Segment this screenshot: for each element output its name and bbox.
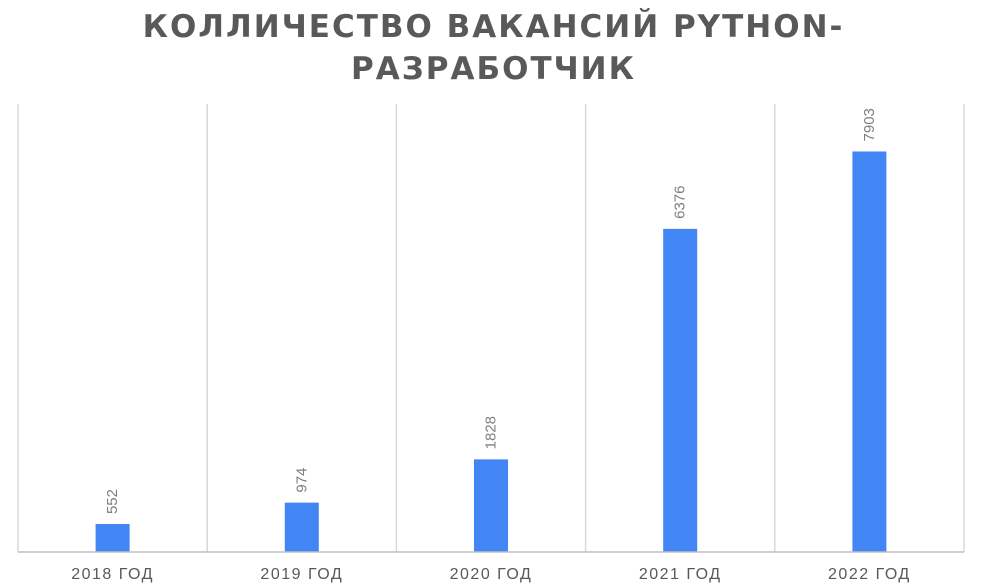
x-tick-label-1: 2019 ГОД (260, 566, 343, 583)
bar-2 (474, 459, 508, 552)
chart-title: КОЛЛИЧЕСТВО ВАКАНСИЙ PYTHON- РАЗРАБОТЧИК (0, 6, 987, 90)
x-tick-labels: 2018 ГОД 2019 ГОД 2020 ГОД 2021 ГОД 2022 ГОД (71, 566, 911, 583)
bars (95, 151, 887, 553)
data-label-1: 974 (293, 468, 310, 493)
data-label-4: 7903 (861, 108, 878, 141)
bar-0 (95, 524, 130, 552)
data-label-3: 6376 (672, 185, 689, 218)
data-labels: 552 974 1828 6376 7903 (104, 108, 878, 514)
gridlines (17, 104, 965, 552)
x-tick-label-3: 2021 ГОД (639, 566, 722, 583)
bar-3 (663, 228, 698, 553)
x-tick-label-4: 2022 ГОД (828, 566, 911, 583)
data-label-2: 1828 (483, 416, 500, 449)
x-tick-label-2: 2020 ГОД (450, 566, 533, 583)
data-label-0: 552 (104, 489, 121, 514)
bar-1 (284, 502, 319, 552)
x-tick-label-0: 2018 ГОД (71, 566, 154, 583)
chart-title-line-1: КОЛЛИЧЕСТВО ВАКАНСИЙ PYTHON- (142, 9, 845, 45)
bar-4 (852, 151, 887, 553)
chart-title-line-2: РАЗРАБОТЧИК (351, 51, 636, 87)
